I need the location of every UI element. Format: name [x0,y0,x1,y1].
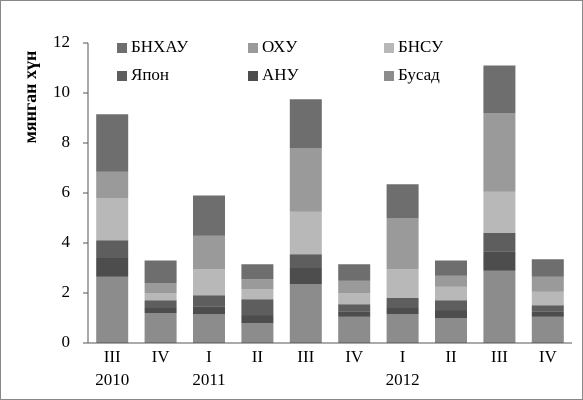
bar-segment [241,315,274,323]
bar-segment [144,260,177,283]
bar-segment [193,314,225,343]
bar-segment [531,276,564,292]
x-tick-label: III [104,347,121,366]
y-tick-label: 10 [53,82,70,101]
bar-segment [241,323,274,343]
bar-segment [144,293,177,301]
bar-segment [531,316,564,343]
legend-label: БНХАУ [131,37,189,56]
bar-segment [483,65,516,113]
bar-segment [144,300,177,308]
legend-label: Бусад [398,65,440,84]
bar-segment [96,198,129,241]
y-tick-label: 12 [53,32,70,51]
bar-segment [531,305,564,312]
x-year-label: 2010 [95,370,129,389]
bar-segment [386,314,419,343]
x-tick-label: I [206,347,212,366]
bar-segment [435,286,467,301]
bar-segment [144,313,177,343]
x-year-label: 2011 [192,370,225,389]
x-year-label: 2012 [386,370,420,389]
bar-segment [193,295,225,307]
y-tick-label: 0 [62,332,71,351]
bar-segment [483,251,516,271]
bar-segment [386,184,419,218]
bar-segment [483,270,516,343]
bar-segment [338,304,371,312]
legend-swatch [248,71,258,81]
x-tick-label: IV [539,347,558,366]
bar-segment [386,218,419,270]
bar-segment [483,191,516,233]
y-tick-label: 4 [62,232,71,251]
legend-label: Япон [131,65,169,84]
bar-segment [193,235,225,270]
bar-segment [289,148,322,212]
y-tick-label: 8 [62,132,71,151]
bar-segment [193,269,225,296]
x-tick-label: I [400,347,406,366]
y-tick-label: 2 [62,282,71,301]
bar-segment [96,171,129,198]
legend-label: ОХУ [262,37,298,56]
bar-segment [96,276,129,343]
legend-swatch [117,71,127,81]
bar-segment [386,269,419,298]
bar-segment [483,113,516,192]
bar-segment [96,240,129,258]
legend-swatch [248,43,258,53]
legend-swatch [117,43,127,53]
bar-segment [531,311,564,317]
bar-segment [241,279,274,290]
bar-segment [241,264,274,280]
bar-segment [289,284,322,343]
bar-segment [338,264,371,281]
x-tick-label: II [445,347,457,366]
bar-segment [435,318,467,343]
bar-segment [435,310,467,318]
x-tick-label: III [491,347,508,366]
bar-segment [338,311,371,317]
legend-swatch [384,71,394,81]
bar-segment [338,280,371,293]
bar-segment [338,293,371,305]
bar-segment [386,298,419,308]
bar-segment [144,308,177,313]
y-tick-label: 6 [62,182,71,201]
bar-segment [435,300,467,311]
bar-segment [435,260,467,276]
y-axis-label: мянган хүн [20,51,40,144]
legend-label: БНСУ [398,37,444,56]
bar-segment [289,99,322,148]
bar-segment [193,306,225,315]
x-tick-label: IV [345,347,364,366]
bar-segment [338,316,371,343]
bar-segment [289,254,322,268]
x-tick-label: IV [152,347,171,366]
bar-segment [435,275,467,287]
bar-segment [144,283,177,293]
bar-segment [193,195,225,236]
legend-swatch [384,43,394,53]
bar-segment [483,233,516,252]
bar-segment [241,289,274,300]
bar-segment [96,258,129,277]
bar-segment [386,308,419,315]
x-tick-label: II [252,347,264,366]
x-tick-label: III [297,347,314,366]
bar-segment [531,291,564,306]
bar-segment [289,211,322,255]
bar-segment [96,114,129,172]
legend-label: АНУ [262,65,300,84]
bar-segment [241,299,274,316]
bar-segment [289,268,322,285]
bar-segment [531,259,564,277]
